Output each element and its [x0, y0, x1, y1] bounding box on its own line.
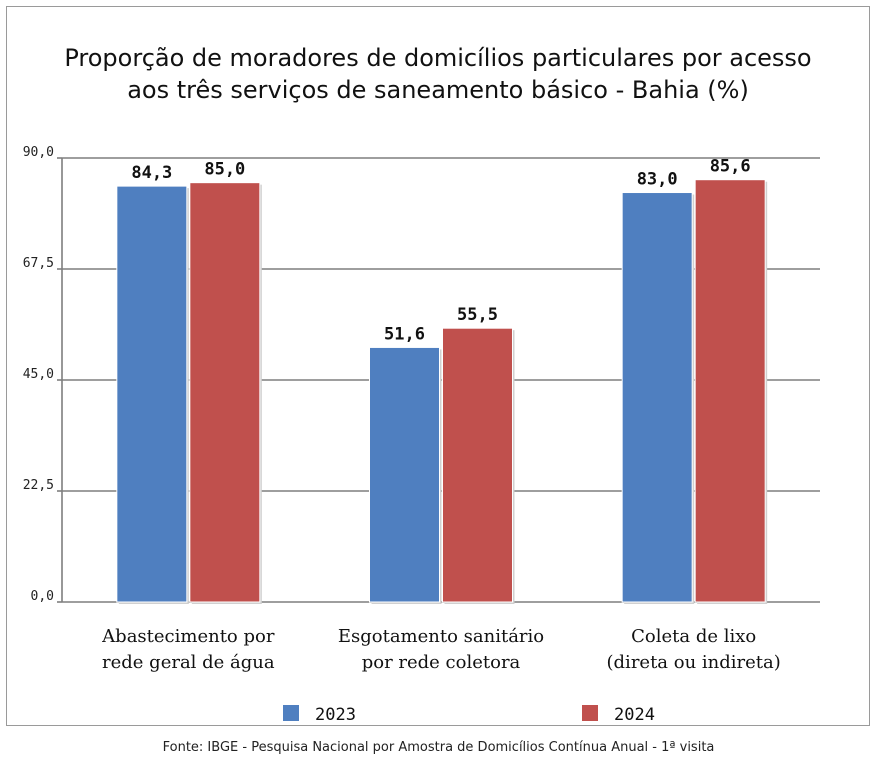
category-label-2-line-1: Esgotamento sanitário [338, 626, 544, 647]
y-tick-label-0: 0,0 [31, 589, 54, 604]
category-label-1-line-1: Abastecimento por [101, 626, 275, 647]
y-tick-label-3: 67,5 [23, 256, 54, 271]
category-label-3-line-2: (direta ou indireta) [607, 652, 781, 673]
legend-label-2023: 2023 [315, 705, 356, 725]
bar-2023-2 [369, 346, 440, 603]
legend-swatch-2023 [283, 705, 299, 721]
y-tick-label-1: 22,5 [23, 478, 54, 493]
bar-2023-3 [621, 192, 693, 603]
category-label-1-line-2: rede geral de água [102, 652, 275, 673]
y-tick-label-4: 90,0 [23, 145, 54, 160]
bar-2023-1 [116, 185, 188, 603]
source-note: Fonte: IBGE - Pesquisa Nacional por Amos… [162, 740, 715, 755]
data-label-2023-2: 51,6 [384, 324, 425, 344]
legend-label-2024: 2024 [614, 705, 655, 725]
data-label-2023-1: 84,3 [131, 163, 172, 183]
bar-chart: Proporção de moradores de domicílios par… [23, 44, 820, 725]
bar-2024-2 [442, 327, 513, 603]
legend-swatch-2024 [582, 705, 598, 721]
data-label-2023-3: 83,0 [637, 170, 678, 190]
bar-2024-1 [189, 182, 261, 603]
category-label-3-line-1: Coleta de lixo [631, 626, 756, 647]
data-label-2024-1: 85,0 [204, 160, 245, 180]
chart-title-line-2: aos três serviços de saneamento básico -… [127, 76, 749, 104]
data-label-2024-2: 55,5 [457, 305, 498, 325]
bar-2024-3 [694, 179, 766, 603]
chart-title-line-1: Proporção de moradores de domicílios par… [64, 44, 811, 72]
category-label-2-line-2: por rede coletora [362, 652, 521, 673]
y-tick-label-2: 45,0 [23, 367, 54, 382]
data-label-2024-3: 85,6 [710, 157, 751, 177]
